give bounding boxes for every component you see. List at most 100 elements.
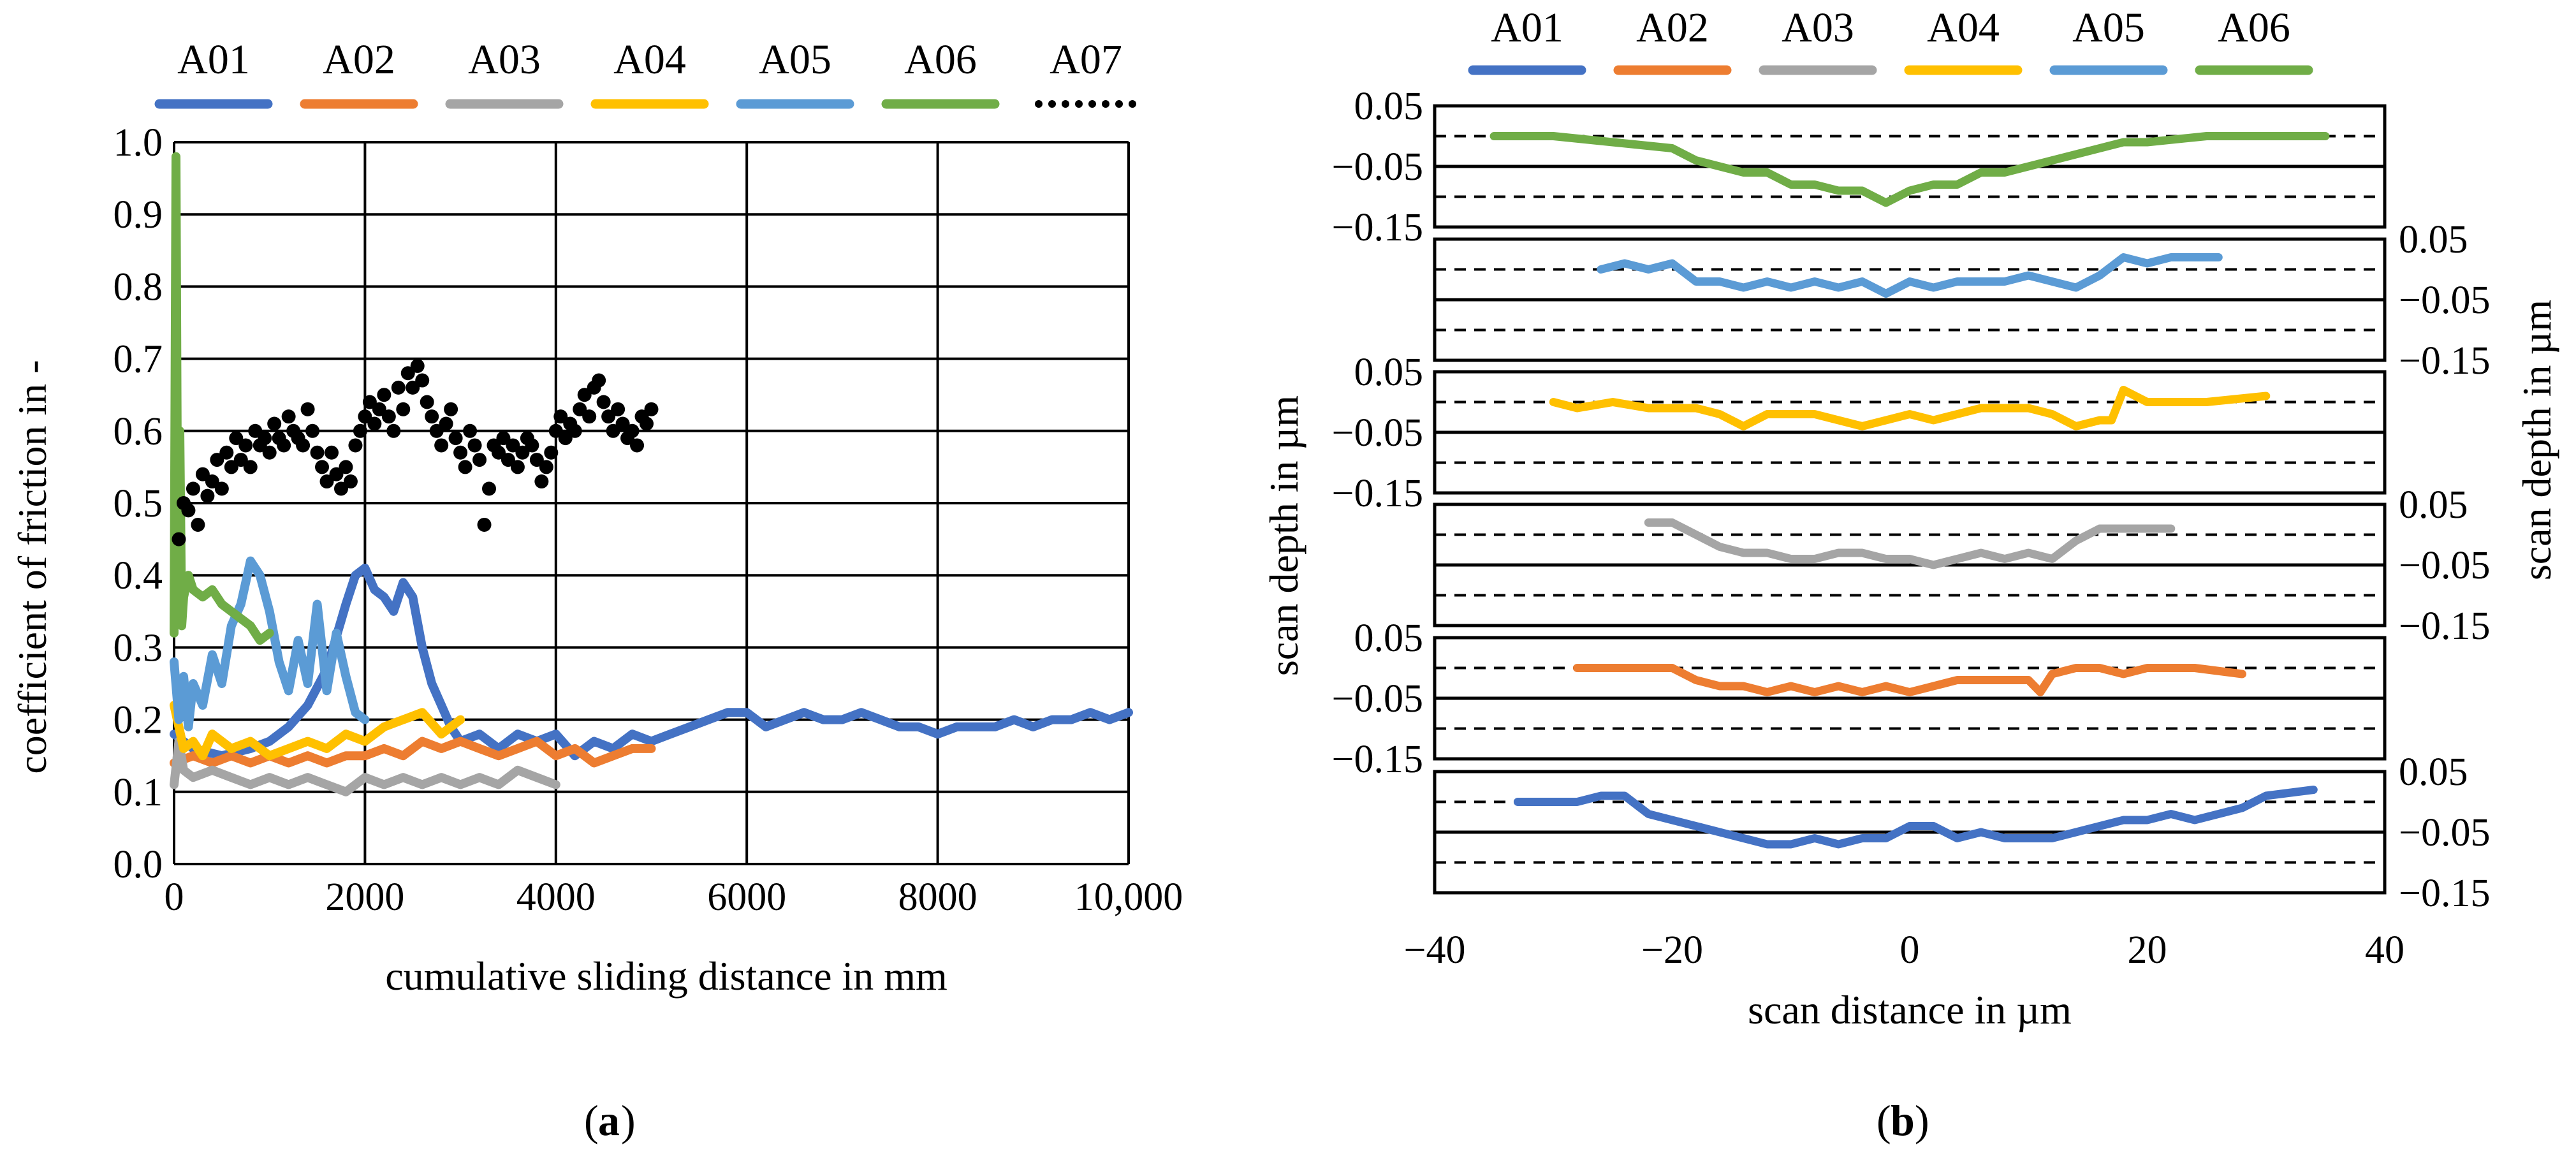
ytick-label-0-6: 0.6 bbox=[113, 410, 163, 453]
line-a02 bbox=[170, 737, 656, 768]
legend-swatch-a07-dot-3 bbox=[1075, 100, 1083, 108]
caption-a: ( a ) bbox=[584, 1096, 636, 1145]
point-a07-5 bbox=[195, 467, 210, 481]
point-a07-52 bbox=[420, 395, 434, 409]
panel-a-chart: 0.0 0.1 0.2 0.3 0.4 0.5 0.6 0.7 0.8 0.9 1.0 0 2000 40… bbox=[10, 36, 1183, 999]
point-a07-61 bbox=[463, 423, 478, 438]
point-a07-64 bbox=[477, 517, 492, 532]
point-a07-48 bbox=[400, 366, 415, 381]
point-a07-2 bbox=[181, 503, 196, 518]
b-xtick-label-40: 40 bbox=[2365, 928, 2404, 972]
legend-label-a05: A05 bbox=[759, 36, 831, 83]
legend-item-a01: A01 bbox=[154, 36, 273, 109]
point-a07-46 bbox=[391, 380, 406, 395]
legend-swatch-a07-dot-0 bbox=[1035, 100, 1043, 108]
tick-label-a02-0-15: −0.15 bbox=[1332, 738, 1423, 781]
track-a05: 0.05 −0.05 −0.15 bbox=[1433, 218, 2490, 383]
ytick-label-0-9: 0.9 bbox=[113, 193, 163, 237]
point-a07-0 bbox=[172, 532, 186, 546]
b-legend-item-a05: A05 bbox=[2049, 4, 2168, 75]
tick-label-a01-0-15: −0.15 bbox=[2399, 872, 2490, 915]
point-a07-47 bbox=[396, 402, 411, 416]
point-a07-33 bbox=[329, 467, 344, 481]
point-a07-11 bbox=[224, 460, 238, 474]
panel-a-xlabel: cumulative sliding distance in mm bbox=[385, 953, 948, 999]
line-a04 bbox=[170, 701, 465, 761]
tick-label-a01-0-05: −0.05 bbox=[2399, 811, 2490, 854]
b-legend-item-a02: A02 bbox=[1613, 4, 1732, 75]
xtick-label-10-000: 10,000 bbox=[1074, 876, 1183, 919]
series-a01 bbox=[170, 563, 1133, 761]
line-a06 bbox=[170, 152, 274, 645]
b-legend-label-a06: A06 bbox=[2218, 4, 2290, 51]
b-xtick-label-20: 20 bbox=[2128, 928, 2167, 972]
b-legend-label-a05: A05 bbox=[2072, 4, 2145, 51]
legend-swatch-a07-dot-7 bbox=[1129, 100, 1136, 108]
legend-label-a02: A02 bbox=[323, 36, 395, 83]
point-a07-80 bbox=[553, 409, 568, 424]
ytick-label-0-7: 0.7 bbox=[113, 338, 163, 381]
point-a07-38 bbox=[353, 423, 367, 438]
panel-b-tracks: 0.05 −0.05 −0.15 0.05 −0.05 −0.15 0.05 −0.05 −0.… bbox=[1332, 85, 2491, 915]
point-a07-8 bbox=[210, 453, 224, 467]
tick-label-a03-0-05: 0.05 bbox=[2399, 483, 2468, 527]
b-xtick-label-0: 0 bbox=[1900, 928, 1920, 972]
tick-label-a04-0-05: 0.05 bbox=[1354, 351, 1424, 394]
panel-b-ylabel-left: scan depth in µm bbox=[1261, 395, 1306, 676]
ytick-label-0-8: 0.8 bbox=[113, 265, 163, 309]
point-a07-59 bbox=[453, 445, 468, 460]
series-a02 bbox=[170, 737, 656, 768]
point-a07-50 bbox=[410, 358, 425, 373]
legend-swatch-a07-dot-1 bbox=[1048, 100, 1056, 108]
ytick-label-0-0: 0.0 bbox=[113, 843, 163, 886]
point-a07-15 bbox=[243, 460, 258, 474]
legend-label-a03: A03 bbox=[468, 36, 541, 83]
point-a07-99 bbox=[644, 402, 659, 416]
point-a07-77 bbox=[539, 460, 553, 474]
point-a07-14 bbox=[238, 438, 253, 453]
point-a07-32 bbox=[325, 445, 339, 460]
series-a04 bbox=[170, 701, 465, 761]
point-a07-35 bbox=[339, 460, 353, 474]
caption-b-letter: b bbox=[1891, 1096, 1915, 1145]
legend-label-a06: A06 bbox=[904, 36, 977, 83]
ytick-label-0-3: 0.3 bbox=[113, 626, 163, 670]
caption-b-close: ) bbox=[1915, 1096, 1929, 1145]
tick-label-a05-0-15: −0.15 bbox=[2399, 339, 2490, 383]
point-a07-72 bbox=[515, 445, 530, 460]
point-a07-37 bbox=[348, 438, 363, 453]
series-a06 bbox=[170, 152, 274, 645]
legend-swatch-a07-dot-6 bbox=[1115, 100, 1123, 108]
b-legend-label-a03: A03 bbox=[1782, 4, 1854, 51]
point-a07-91 bbox=[606, 423, 620, 438]
point-a07-12 bbox=[229, 431, 244, 446]
xtick-label-0: 0 bbox=[165, 876, 184, 919]
caption-a-close: ) bbox=[621, 1096, 636, 1145]
tick-label-a04-0-15: −0.15 bbox=[1332, 472, 1423, 515]
tick-label-a02-0-05: −0.05 bbox=[1332, 677, 1423, 721]
point-a07-74 bbox=[525, 438, 539, 453]
point-a07-6 bbox=[200, 488, 215, 503]
point-a07-27 bbox=[300, 402, 315, 416]
ytick-label-0-1: 0.1 bbox=[113, 771, 163, 814]
tick-label-a06-0-05: 0.05 bbox=[1354, 85, 1424, 128]
track-a02: 0.05 −0.05 −0.15 bbox=[1332, 617, 2387, 781]
panel-b-xlabel: scan distance in µm bbox=[1748, 987, 2072, 1032]
point-a07-44 bbox=[381, 409, 396, 424]
point-a07-28 bbox=[305, 423, 320, 438]
point-a07-54 bbox=[429, 423, 444, 438]
track-a03: 0.05 −0.05 −0.15 bbox=[1433, 483, 2490, 648]
panel-b-chart: 0.05 −0.05 −0.15 0.05 −0.05 −0.15 0.05 −0.05 −0.… bbox=[1261, 4, 2559, 1032]
point-a07-51 bbox=[415, 373, 430, 388]
panel-a-ticks: 0.0 0.1 0.2 0.3 0.4 0.5 0.6 0.7 0.8 0.9 1.0 0 2000 40… bbox=[113, 121, 1183, 919]
xtick-label-2000: 2000 bbox=[325, 876, 404, 919]
point-a07-18 bbox=[258, 431, 272, 446]
line-a05 bbox=[170, 556, 370, 731]
point-a07-69 bbox=[501, 453, 515, 467]
point-a07-45 bbox=[386, 423, 401, 438]
series-a03 bbox=[170, 737, 560, 796]
line-a01 bbox=[170, 563, 1133, 761]
point-a07-78 bbox=[544, 445, 559, 460]
point-a07-76 bbox=[534, 474, 549, 489]
